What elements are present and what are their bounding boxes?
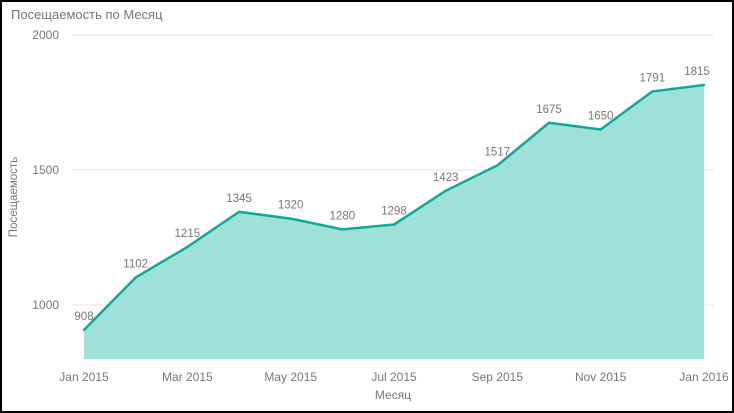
x-axis-tick-label: Jan 2015 [59,370,109,384]
y-axis-tick-label: 1500 [32,163,59,177]
data-label: 908 [74,311,93,323]
data-label: 1102 [123,258,148,270]
data-label: 1423 [433,172,459,184]
y-axis-tick-label: 2000 [32,28,59,42]
x-axis-tick-label: Nov 2015 [575,370,627,384]
data-label: 1320 [278,200,304,212]
y-axis-tick-label: 1000 [32,298,59,312]
data-label: 1345 [226,193,252,205]
x-axis-title: Месяц [375,388,411,402]
data-label: 1815 [684,66,710,78]
data-label: 1791 [640,72,666,84]
data-label: 1675 [536,104,562,116]
x-axis-tick-label: Sep 2015 [472,370,524,384]
x-axis-tick-label: Jan 2016 [679,370,729,384]
data-label: 1650 [588,111,614,123]
x-axis-tick-label: Jul 2015 [371,370,417,384]
x-axis-tick-label: May 2015 [264,370,317,384]
x-axis-tick-label: Mar 2015 [162,370,213,384]
data-label: 1517 [485,146,511,158]
area-series-line[interactable] [82,83,706,332]
area-series-fill[interactable] [84,84,705,359]
data-label: 1215 [175,228,201,240]
data-label: 1298 [381,206,407,218]
data-label: 1280 [330,210,356,222]
chart-title: Посещаемость по Месяц [11,7,163,22]
y-axis-title: Посещаемость [8,157,20,237]
